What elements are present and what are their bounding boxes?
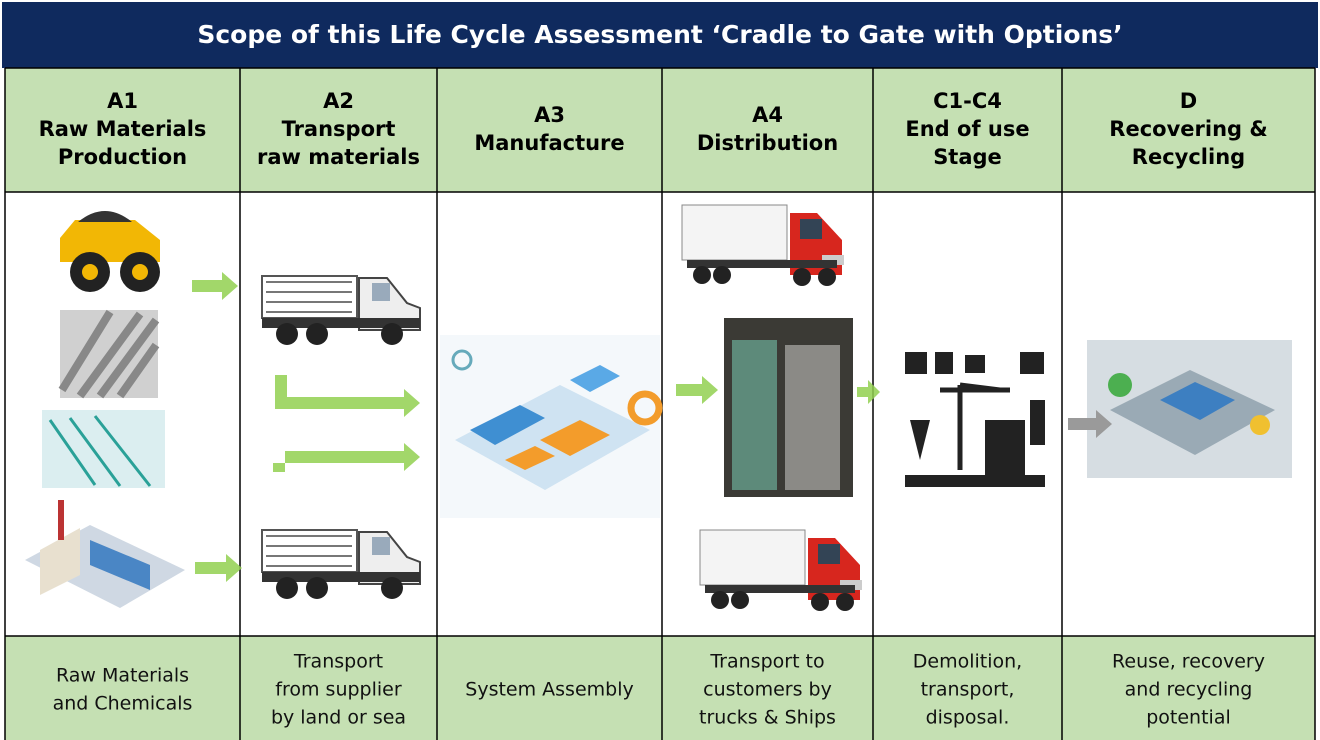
title: Scope of this Life Cycle Assessment ‘Cra… (197, 20, 1122, 49)
header-text: Production (58, 145, 187, 169)
header-text: Distribution (697, 131, 838, 155)
header-text: D (1180, 89, 1197, 113)
footer-text: potential (1146, 707, 1231, 729)
metal-tubes (60, 310, 158, 398)
footer-text: disposal. (926, 707, 1010, 729)
header-text: raw materials (257, 145, 420, 169)
dump-truck (60, 211, 160, 292)
footer-text: Demolition, (913, 651, 1022, 673)
footer-text: from supplier (275, 679, 402, 701)
header-text: C1-C4 (933, 89, 1002, 113)
header-text: Recycling (1132, 145, 1245, 169)
assembly-plant (440, 335, 660, 518)
header-text: A2 (323, 89, 354, 113)
header-text: Raw Materials (39, 117, 207, 141)
red-truck (700, 530, 862, 611)
footer-text: customers by (703, 679, 832, 701)
red-truck (682, 205, 844, 286)
lca-scope-diagram: Scope of this Life Cycle Assessment ‘Cra… (0, 0, 1320, 740)
header-text: Transport (282, 117, 396, 141)
header-text: Stage (933, 145, 1002, 169)
truck (262, 276, 420, 345)
truck (262, 530, 420, 599)
warehouse (724, 318, 853, 497)
footer-text: Transport to (709, 651, 824, 673)
header-text: Manufacture (474, 131, 624, 155)
header-text: A4 (752, 103, 783, 127)
header-text: A3 (534, 103, 565, 127)
page: Scope of this Life Cycle Assessment ‘Cra… (0, 0, 1320, 740)
footer-text: and Chemicals (53, 693, 193, 715)
footer-text: trucks & Ships (699, 707, 836, 729)
header-text: A1 (107, 89, 138, 113)
footer-text: Reuse, recovery (1112, 651, 1265, 673)
footer-text: transport, (921, 679, 1015, 701)
header-text: End of use (905, 117, 1029, 141)
footer-text: by land or sea (271, 707, 406, 729)
footer-text: and recycling (1125, 679, 1253, 701)
glass-sheets (42, 410, 165, 488)
factory (25, 500, 185, 608)
footer-text: Raw Materials (56, 665, 189, 687)
footer-text: Transport (293, 651, 383, 673)
recycling-scene (1087, 340, 1292, 478)
demolition-icons (905, 352, 1045, 487)
header-text: Recovering & (1109, 117, 1267, 141)
footer-text: System Assembly (465, 679, 633, 701)
